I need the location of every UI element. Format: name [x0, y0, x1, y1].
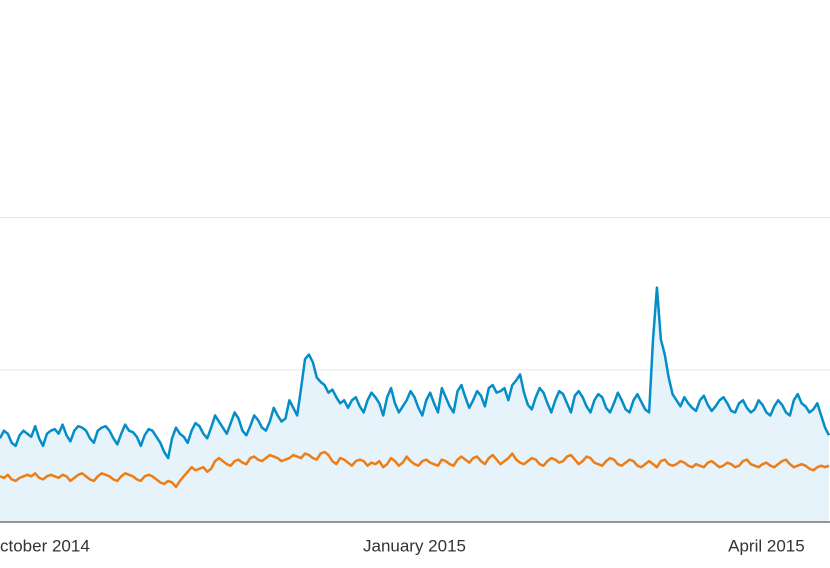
area [0, 287, 829, 522]
x-tick-label: ctober 2014 [0, 536, 90, 555]
line [0, 450, 830, 489]
x-tick-label: April 2015 [728, 536, 805, 555]
x-tick-label: January 2015 [363, 536, 466, 555]
line [0, 286, 830, 460]
